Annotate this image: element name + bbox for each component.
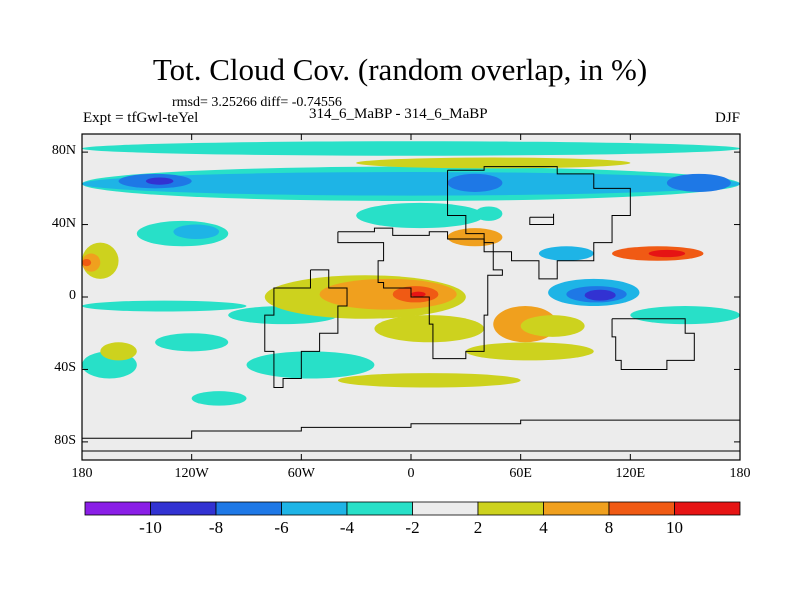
anomaly-region-27 — [593, 360, 686, 397]
coastline-segment-5 — [529, 213, 555, 226]
anomaly-region-33 — [648, 249, 686, 258]
anomaly-region-23 — [100, 342, 137, 361]
anomaly-region-38 — [630, 306, 741, 325]
stats-label: rmsd= 3.25266 diff= -0.74556 — [172, 95, 342, 110]
anomaly-region-18 — [411, 291, 426, 297]
anomaly-region-31 — [538, 246, 594, 261]
anomaly-region-26 — [337, 373, 521, 388]
colorbar-box-6 — [477, 501, 544, 516]
colorbar — [84, 501, 741, 516]
anomaly-region-30 — [474, 206, 503, 221]
coastline-segment-2 — [264, 269, 348, 389]
y-tick-label: 40S — [54, 360, 76, 376]
y-tick-label: 80S — [54, 432, 76, 448]
x-tick-label: 180 — [729, 466, 751, 481]
y-tick-label: 40N — [51, 215, 76, 231]
case-label: 314_6_MaBP - 314_6_MaBP — [309, 106, 488, 122]
anomaly-region-22 — [246, 351, 375, 379]
colorbar-box-2 — [215, 501, 282, 516]
colorbar-label: 10 — [666, 518, 683, 537]
anomaly-region-3 — [145, 177, 174, 185]
colorbar-box-8 — [608, 501, 675, 516]
colorbar-box-5 — [412, 501, 479, 516]
anomaly-region-10 — [82, 258, 92, 267]
anomaly-region-29 — [447, 228, 503, 247]
anomaly-region-6 — [82, 141, 740, 156]
colorbar-box-9 — [674, 501, 741, 516]
colorbar-label: -2 — [405, 518, 420, 537]
anomaly-region-19 — [374, 315, 485, 343]
coastline-segment-0 — [337, 227, 503, 360]
anomaly-region-5 — [666, 173, 731, 192]
axis-ticks — [81, 134, 741, 460]
colorbar-box-3 — [281, 501, 348, 516]
x-tick-label: 0 — [407, 466, 415, 481]
x-tick-label: 120E — [615, 466, 646, 481]
anomaly-region-37 — [520, 315, 585, 337]
colorbar-label: -10 — [139, 518, 162, 537]
colorbar-label: -6 — [274, 518, 289, 537]
anomaly-region-36 — [584, 289, 616, 301]
colorbar-label: 4 — [539, 518, 548, 537]
cloud-anomaly-regions — [82, 141, 741, 410]
colorbar-label: -4 — [339, 518, 355, 537]
y-tick-label: 80N — [51, 143, 76, 159]
chart-title: Tot. Cloud Cov. (random overlap, in %) — [152, 52, 648, 87]
colorbar-box-1 — [150, 501, 217, 516]
coastline-segment-1 — [447, 166, 631, 280]
colorbar-label: 8 — [604, 518, 614, 537]
colorbar-box-7 — [543, 501, 610, 516]
y-tick-label: 0 — [69, 288, 76, 303]
anomaly-region-20 — [155, 333, 229, 352]
colorbar-box-0 — [84, 501, 151, 516]
anomaly-region-13 — [82, 300, 247, 312]
season-label: DJF — [714, 110, 740, 126]
x-tick-label: 180 — [71, 466, 93, 481]
coastline-segment-3 — [611, 318, 695, 370]
colorbar-box-4 — [346, 501, 413, 516]
anomaly-region-28 — [356, 202, 485, 229]
anomaly-region-1 — [82, 172, 740, 196]
colorbar-label: -8 — [208, 518, 224, 537]
anomaly-region-40 — [191, 391, 247, 406]
anomaly-region-25 — [465, 342, 594, 361]
anomaly-region-4 — [447, 173, 503, 192]
colorbar-label: 2 — [473, 518, 483, 537]
x-tick-label: 60E — [509, 466, 532, 481]
anomaly-region-12 — [173, 224, 220, 240]
experiment-label: Expt = tfGwl-teYel — [83, 110, 199, 126]
anomaly-region-39 — [301, 396, 338, 410]
anomaly-region-7 — [356, 157, 631, 169]
x-tick-label: 120W — [174, 466, 209, 481]
x-tick-label: 60W — [287, 466, 315, 481]
